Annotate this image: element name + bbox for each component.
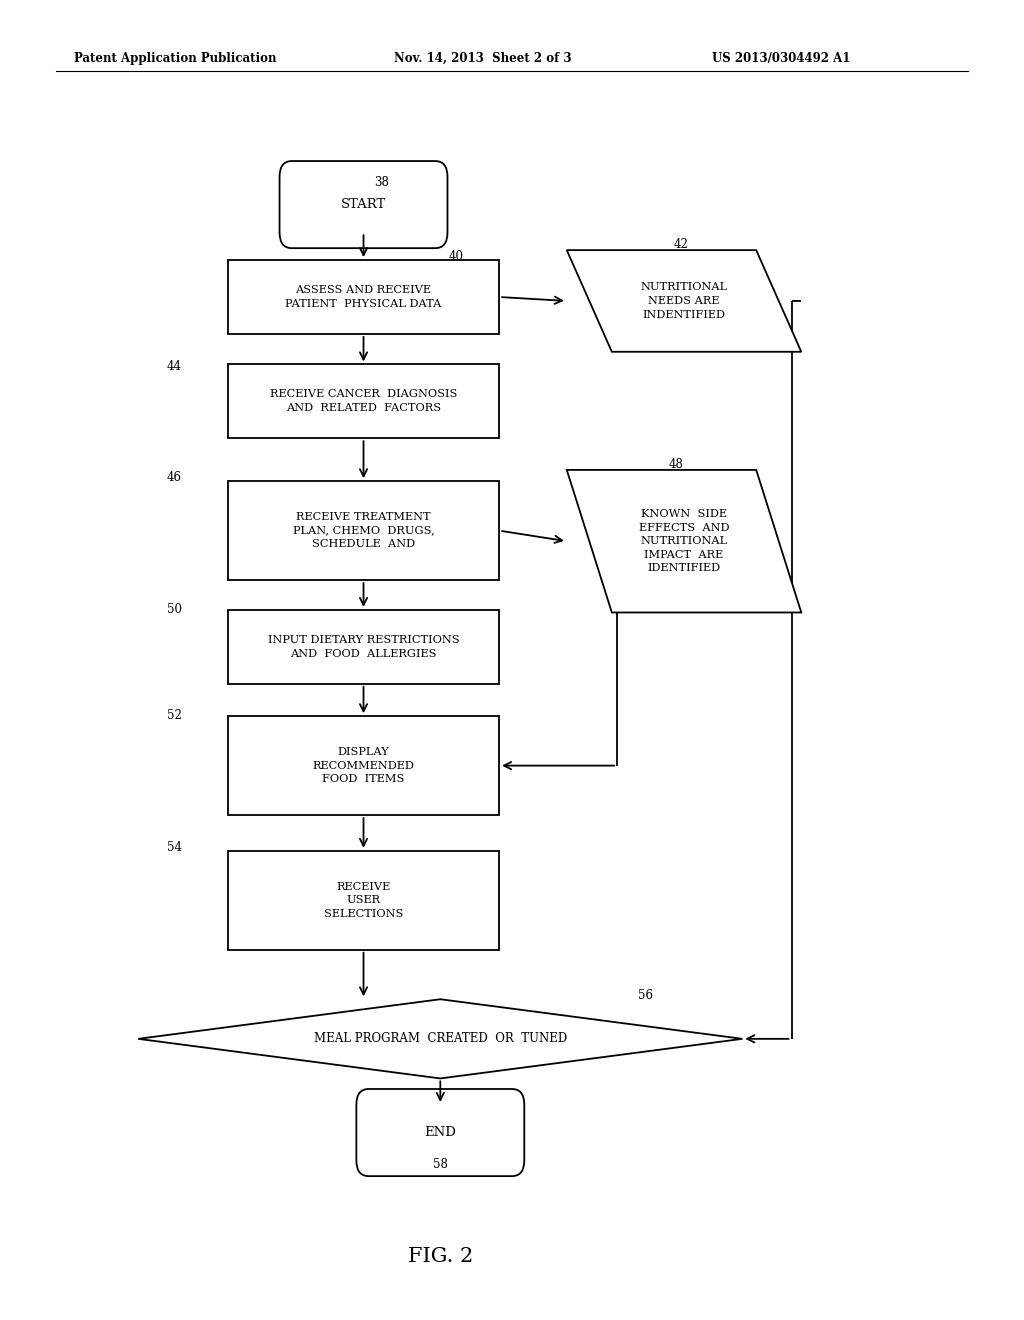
Text: START: START [341, 198, 386, 211]
Text: 38: 38 [375, 176, 389, 189]
Bar [227, 610, 500, 684]
Text: RECEIVE CANCER  DIAGNOSIS
AND  RELATED  FACTORS: RECEIVE CANCER DIAGNOSIS AND RELATED FAC… [270, 389, 457, 413]
Polygon shape [567, 251, 801, 351]
Bar [227, 850, 500, 950]
FancyBboxPatch shape [280, 161, 447, 248]
Text: Nov. 14, 2013  Sheet 2 of 3: Nov. 14, 2013 Sheet 2 of 3 [394, 51, 571, 65]
Text: ASSESS AND RECEIVE
PATIENT  PHYSICAL DATA: ASSESS AND RECEIVE PATIENT PHYSICAL DATA [286, 285, 441, 309]
Polygon shape [138, 999, 742, 1078]
Text: 56: 56 [638, 989, 652, 1002]
Bar [227, 482, 500, 581]
Text: INPUT DIETARY RESTRICTIONS
AND  FOOD  ALLERGIES: INPUT DIETARY RESTRICTIONS AND FOOD ALLE… [267, 635, 460, 659]
Text: MEAL PROGRAM  CREATED  OR  TUNED: MEAL PROGRAM CREATED OR TUNED [313, 1032, 567, 1045]
Text: KNOWN  SIDE
EFFECTS  AND
NUTRITIONAL
IMPACT  ARE
IDENTIFIED: KNOWN SIDE EFFECTS AND NUTRITIONAL IMPAC… [639, 510, 729, 573]
FancyBboxPatch shape [356, 1089, 524, 1176]
Text: RECEIVE
USER
SELECTIONS: RECEIVE USER SELECTIONS [324, 882, 403, 919]
Bar [227, 260, 500, 334]
Text: 58: 58 [433, 1158, 447, 1171]
Text: Patent Application Publication: Patent Application Publication [74, 51, 276, 65]
Text: 44: 44 [167, 360, 181, 374]
Text: DISPLAY
RECOMMENDED
FOOD  ITEMS: DISPLAY RECOMMENDED FOOD ITEMS [312, 747, 415, 784]
Text: 48: 48 [669, 458, 683, 471]
Text: 42: 42 [674, 238, 688, 251]
Text: 54: 54 [167, 841, 181, 854]
Polygon shape [567, 470, 801, 612]
Text: 40: 40 [449, 249, 463, 263]
Text: END: END [424, 1126, 457, 1139]
Text: FIG. 2: FIG. 2 [408, 1247, 473, 1266]
Text: 46: 46 [167, 471, 181, 484]
Text: US 2013/0304492 A1: US 2013/0304492 A1 [712, 51, 850, 65]
Bar [227, 364, 500, 438]
Bar [227, 715, 500, 814]
Text: NUTRITIONAL
NEEDS ARE
INDENTIFIED: NUTRITIONAL NEEDS ARE INDENTIFIED [640, 282, 728, 319]
Text: 52: 52 [167, 709, 181, 722]
Text: RECEIVE TREATMENT
PLAN, CHEMO  DRUGS,
SCHEDULE  AND: RECEIVE TREATMENT PLAN, CHEMO DRUGS, SCH… [293, 512, 434, 549]
Text: 50: 50 [167, 603, 181, 616]
